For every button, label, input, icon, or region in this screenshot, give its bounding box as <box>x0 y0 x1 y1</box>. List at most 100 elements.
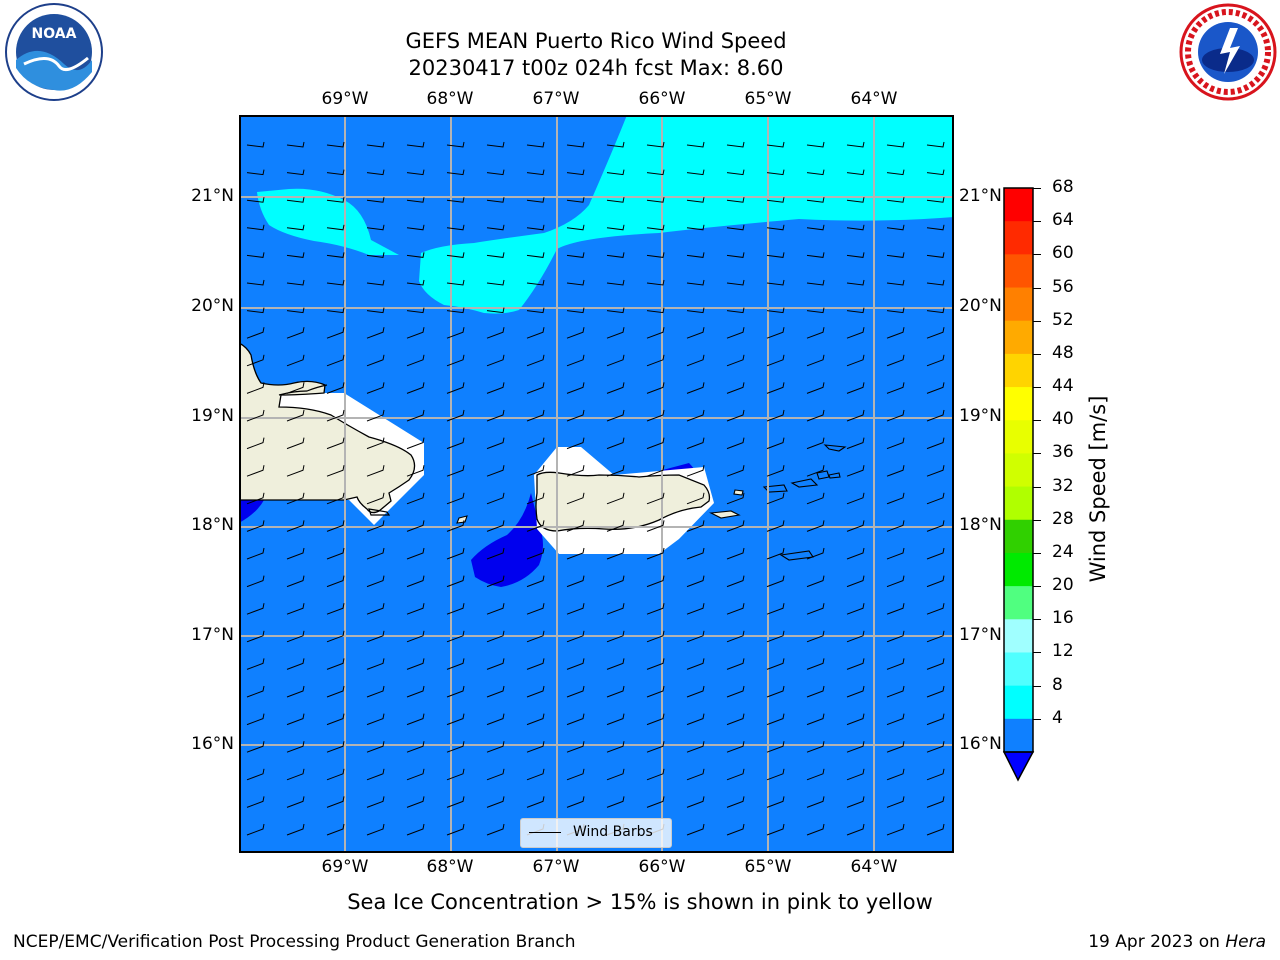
wind-barb <box>526 685 545 698</box>
wind-barb <box>886 520 905 532</box>
wind-barb <box>846 307 865 314</box>
wind-barb <box>686 685 705 698</box>
colorbar-tick-mark <box>1033 353 1041 355</box>
wind-barb <box>606 141 625 148</box>
lat-label-left: 19°N <box>191 406 234 426</box>
wind-barb <box>486 279 505 286</box>
wind-barb <box>366 465 385 477</box>
wind-barb <box>366 382 385 394</box>
wind-barb <box>286 520 305 532</box>
wind-barb <box>246 796 265 808</box>
wind-barb <box>366 713 385 726</box>
wind-contour-below-4 <box>239 500 264 523</box>
wind-barb <box>766 823 785 836</box>
island-outline <box>456 515 468 524</box>
colorbar-tick-mark <box>1033 453 1041 455</box>
wind-barb <box>846 197 865 203</box>
wind-barb <box>806 409 825 422</box>
wind-barb <box>486 197 505 203</box>
wind-barb <box>926 520 945 532</box>
wind-barb <box>726 658 745 670</box>
wind-barb <box>566 252 585 258</box>
wind-barb <box>686 252 705 258</box>
wind-barb <box>846 492 865 505</box>
wind-barb <box>926 197 945 203</box>
wind-barb <box>766 382 785 394</box>
wind-barb <box>846 520 865 532</box>
wind-barb <box>686 547 705 560</box>
wind-barb <box>406 713 425 726</box>
wind-barb <box>446 327 465 339</box>
wind-barb <box>526 224 545 231</box>
wind-barb <box>686 327 705 339</box>
wind-barb <box>686 409 705 422</box>
wind-barb <box>806 382 825 394</box>
colorbar-label: Wind Speed [m/s] <box>1086 395 1110 583</box>
wind-barb <box>406 279 425 286</box>
wind-barb <box>246 252 265 258</box>
wind-barb <box>926 252 945 258</box>
colorbar-tick-mark <box>1033 586 1041 588</box>
wind-barb <box>486 520 505 532</box>
wind-barb <box>726 224 745 231</box>
wind-barb <box>886 603 905 615</box>
wind-barb <box>646 307 665 314</box>
wind-barb <box>486 823 505 836</box>
wind-barb <box>366 409 385 422</box>
wind-barb <box>286 169 305 176</box>
wind-barb <box>646 141 665 148</box>
wind-barb <box>366 437 385 450</box>
wind-barb <box>366 279 385 286</box>
wind-barb <box>886 197 905 203</box>
wind-barb <box>326 465 345 477</box>
wind-barb <box>806 575 825 588</box>
wind-barb <box>846 354 865 367</box>
wind-barb <box>926 169 945 176</box>
wind-barb <box>766 685 785 698</box>
wind-barb <box>486 796 505 808</box>
wind-barb <box>246 492 265 505</box>
wind-barb <box>566 279 585 286</box>
wind-barb <box>686 354 705 367</box>
wind-barb <box>726 169 745 176</box>
wind-barb <box>806 547 825 560</box>
wind-barb <box>286 685 305 698</box>
island-outline <box>828 472 841 479</box>
wind-barb <box>686 603 705 615</box>
wind-barb <box>326 141 345 148</box>
lon-label-bottom: 64°W <box>850 857 898 877</box>
wind-barb <box>326 492 345 505</box>
wind-barb <box>606 713 625 726</box>
wind-barb <box>246 197 265 203</box>
wind-barb <box>526 741 545 753</box>
wind-barb <box>926 796 945 808</box>
wind-barb <box>526 465 545 477</box>
wind-barb <box>446 796 465 808</box>
island-outline <box>733 489 744 496</box>
wind-barbs <box>246 141 945 836</box>
colorbar-bin <box>1004 420 1033 454</box>
wind-barb <box>926 492 945 505</box>
wind-barb <box>566 520 585 532</box>
lat-label-right: 21°N <box>959 186 1002 206</box>
map-title: GEFS MEAN Puerto Rico Wind Speed <box>405 29 787 53</box>
wind-barb <box>686 658 705 670</box>
wind-barb <box>326 658 345 670</box>
wind-barb <box>606 224 625 231</box>
wind-barb <box>806 252 825 258</box>
wind-barb <box>686 437 705 450</box>
wind-barb <box>646 741 665 753</box>
wind-barb <box>806 685 825 698</box>
wind-barb <box>326 409 345 422</box>
wind-barb <box>446 492 465 505</box>
colorbar-bin <box>1004 453 1033 488</box>
wind-barb <box>686 520 705 532</box>
wind-barb <box>846 547 865 560</box>
wind-barb <box>326 685 345 698</box>
wind-barb <box>486 224 505 231</box>
wind-barb <box>246 354 265 367</box>
lon-label-top: 67°W <box>532 89 580 109</box>
wind-barb <box>806 279 825 286</box>
wind-barb <box>646 796 665 808</box>
wind-barb <box>326 354 345 367</box>
